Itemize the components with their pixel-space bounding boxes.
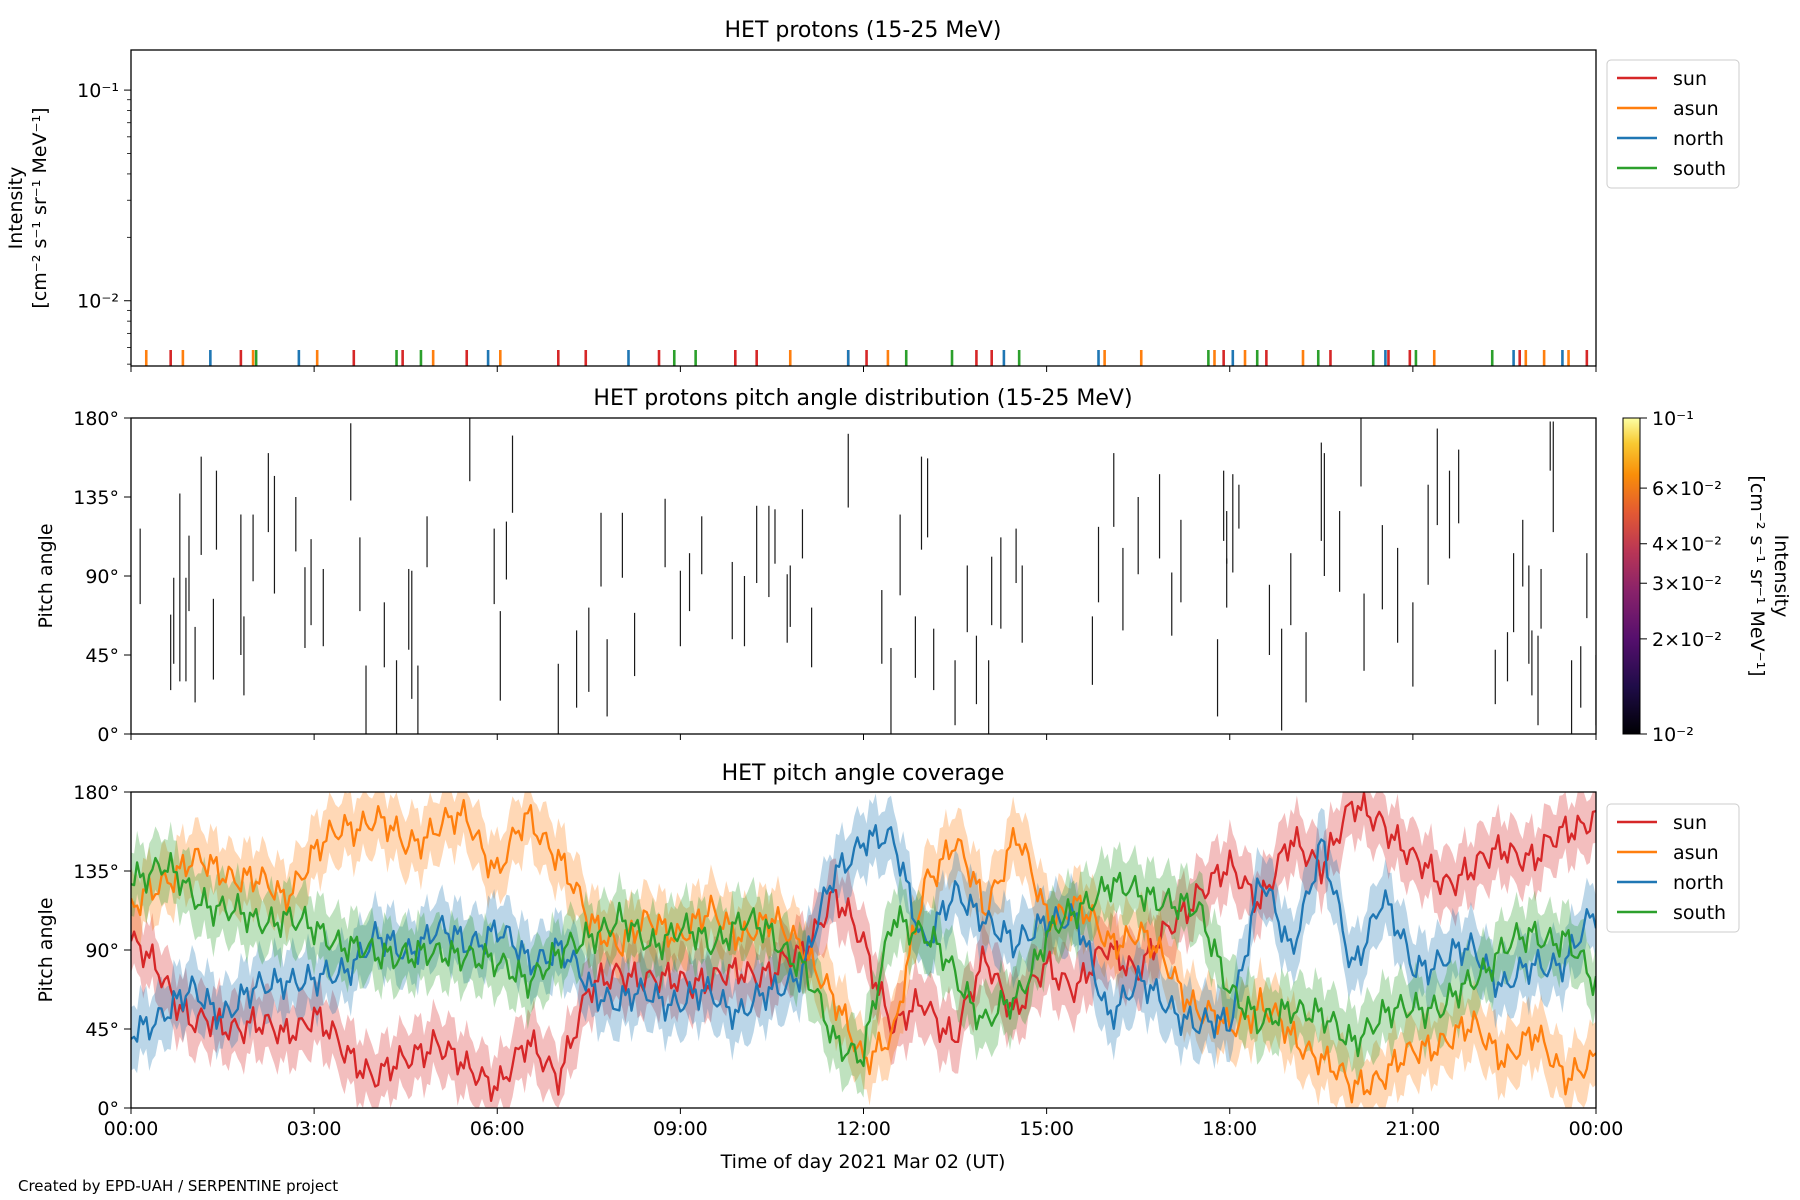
colorbar-tick-label: 10⁻¹ xyxy=(1652,408,1694,430)
pad-ylabel: Pitch angle xyxy=(35,523,57,628)
colorbar: 10⁻² 2×10⁻² 3×10⁻² 4×10⁻² 6×10⁻² 10⁻¹ Intensi… xyxy=(1622,408,1792,746)
sun-band xyxy=(131,792,1596,1108)
y-tick-label: 10⁻² xyxy=(77,291,119,313)
panel2-title: HET protons pitch angle distribution (15… xyxy=(593,386,1132,411)
legend-bottom: sun asun north south xyxy=(1606,803,1740,933)
colorbar-tick-label: 3×10⁻² xyxy=(1652,573,1722,595)
colorbar-label-line1: Intensity xyxy=(1770,535,1792,618)
x-tick-label: 12:00 xyxy=(836,1118,891,1140)
panel-intensity: HET protons (15-25 MeV) 10⁻¹ 10⁻² Intensi… xyxy=(5,18,1740,372)
legend-bottom-south-label: south xyxy=(1673,902,1726,924)
pad-x-ticks xyxy=(130,734,1597,740)
y-tick-label: 10⁻¹ xyxy=(77,80,119,102)
x-tick-label: 18:00 xyxy=(1202,1118,1257,1140)
legend-bottom-sun-label: sun xyxy=(1673,812,1707,834)
legend-top-sun-label: sun xyxy=(1673,68,1707,90)
y-tick-label: 180° xyxy=(73,782,119,804)
legend-bottom-north-label: north xyxy=(1673,872,1724,894)
intensity-ylabel-line1: Intensity xyxy=(5,167,27,250)
colorbar-gradient xyxy=(1622,417,1641,735)
y-tick-label: 135° xyxy=(73,861,119,883)
legend-top-south-label: south xyxy=(1673,158,1726,180)
colorbar-ticks: 10⁻² 2×10⁻² 3×10⁻² 4×10⁻² 6×10⁻² 10⁻¹ xyxy=(1640,408,1722,746)
north-band xyxy=(131,793,1596,1074)
panel-coverage: HET pitch angle coverage 0° 45° 90° 135° 180… xyxy=(35,761,1740,1173)
colorbar-tick-label: 4×10⁻² xyxy=(1652,534,1722,556)
x-tick-label: 09:00 xyxy=(653,1118,708,1140)
coverage-x-ticks: 00:00 03:00 06:00 09:00 12:00 15:00 18:00 21:00… xyxy=(104,1108,1624,1140)
south-line xyxy=(131,851,1596,1068)
y-tick-label: 45° xyxy=(85,645,119,667)
x-tick-label: 00:00 xyxy=(1569,1118,1624,1140)
y-tick-label: 0° xyxy=(97,724,119,746)
legend-top-asun-label: asun xyxy=(1673,98,1719,120)
y-tick-label: 180° xyxy=(73,408,119,430)
legend-bottom-asun-label: asun xyxy=(1673,842,1719,864)
footer-credit: Created by EPD-UAH / SERPENTINE project xyxy=(18,1177,338,1195)
pad-segments xyxy=(139,418,1596,734)
y-tick-label: 135° xyxy=(73,487,119,509)
x-tick-label: 15:00 xyxy=(1019,1118,1074,1140)
intensity-spikes xyxy=(144,350,1589,366)
y-tick-label: 0° xyxy=(97,1098,119,1120)
sun-line xyxy=(131,792,1596,1103)
colorbar-tick-label: 2×10⁻² xyxy=(1652,629,1722,651)
panel3-frame xyxy=(130,791,1597,1109)
intensity-x-ticks xyxy=(130,366,1597,372)
panel-pad: HET protons pitch angle distribution (15… xyxy=(35,386,1792,746)
x-tick-label: 03:00 xyxy=(287,1118,342,1140)
colorbar-tick-label: 6×10⁻² xyxy=(1652,478,1722,500)
panel1-title: HET protons (15-25 MeV) xyxy=(725,18,1002,43)
coverage-ylabel: Pitch angle xyxy=(35,897,57,1002)
x-tick-label: 00:00 xyxy=(104,1118,159,1140)
legend-top-north-label: north xyxy=(1673,128,1724,150)
x-tick-label: 06:00 xyxy=(470,1118,525,1140)
coverage-lines xyxy=(131,792,1596,1104)
intensity-y-ticks: 10⁻¹ 10⁻² xyxy=(77,80,131,365)
coverage-y-ticks: 0° 45° 90° 135° 180° xyxy=(73,782,131,1120)
y-tick-label: 90° xyxy=(85,940,119,962)
colorbar-label-line2: [cm⁻² s⁻¹ sr⁻¹ MeV⁻¹] xyxy=(1746,475,1768,676)
x-tick-label: 21:00 xyxy=(1385,1118,1440,1140)
south-band xyxy=(131,821,1596,1098)
colorbar-tick-label: 10⁻² xyxy=(1652,724,1694,746)
panel2-frame xyxy=(130,417,1597,735)
legend-top: sun asun north south xyxy=(1606,59,1740,189)
coverage-xlabel: Time of day 2021 Mar 02 (UT) xyxy=(720,1151,1006,1173)
north-line xyxy=(131,824,1596,1043)
panel3-title: HET pitch angle coverage xyxy=(722,761,1005,786)
y-tick-label: 90° xyxy=(85,566,119,588)
intensity-ylabel-line2: [cm⁻² s⁻¹ sr⁻¹ MeV⁻¹] xyxy=(29,107,51,308)
panel1-frame xyxy=(130,49,1597,367)
y-tick-label: 45° xyxy=(85,1019,119,1041)
pad-y-ticks: 0° 45° 90° 135° 180° xyxy=(73,408,131,746)
